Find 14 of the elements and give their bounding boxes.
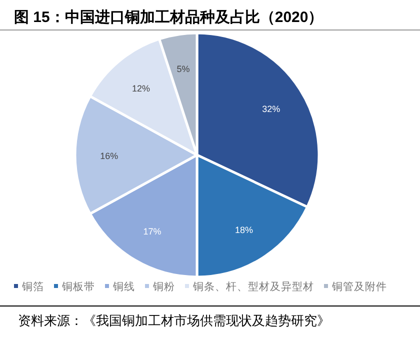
- data-label: 32%: [262, 104, 280, 114]
- legend-label: 铜线: [112, 280, 135, 293]
- legend-label: 铜板带: [61, 280, 95, 293]
- legend-label: 铜条、杆、型材及异型材: [192, 280, 314, 293]
- text: 资料来源：《我国铜加工材市场供需现状及趋势研究》: [18, 313, 330, 328]
- data-label: 16%: [100, 151, 118, 161]
- data-label: 18%: [235, 225, 254, 236]
- data-label: 5%: [176, 64, 190, 74]
- data-label: 17%: [143, 226, 162, 237]
- legend-label: 铜箔: [21, 281, 44, 293]
- legend-label: 铜粉: [152, 281, 175, 293]
- data-label: 12%: [132, 83, 150, 94]
- legend-label: 铜管及附件: [331, 281, 387, 293]
- chart-title: 图 15：中国进口铜加工材品种及占比（2020）: [14, 9, 324, 26]
